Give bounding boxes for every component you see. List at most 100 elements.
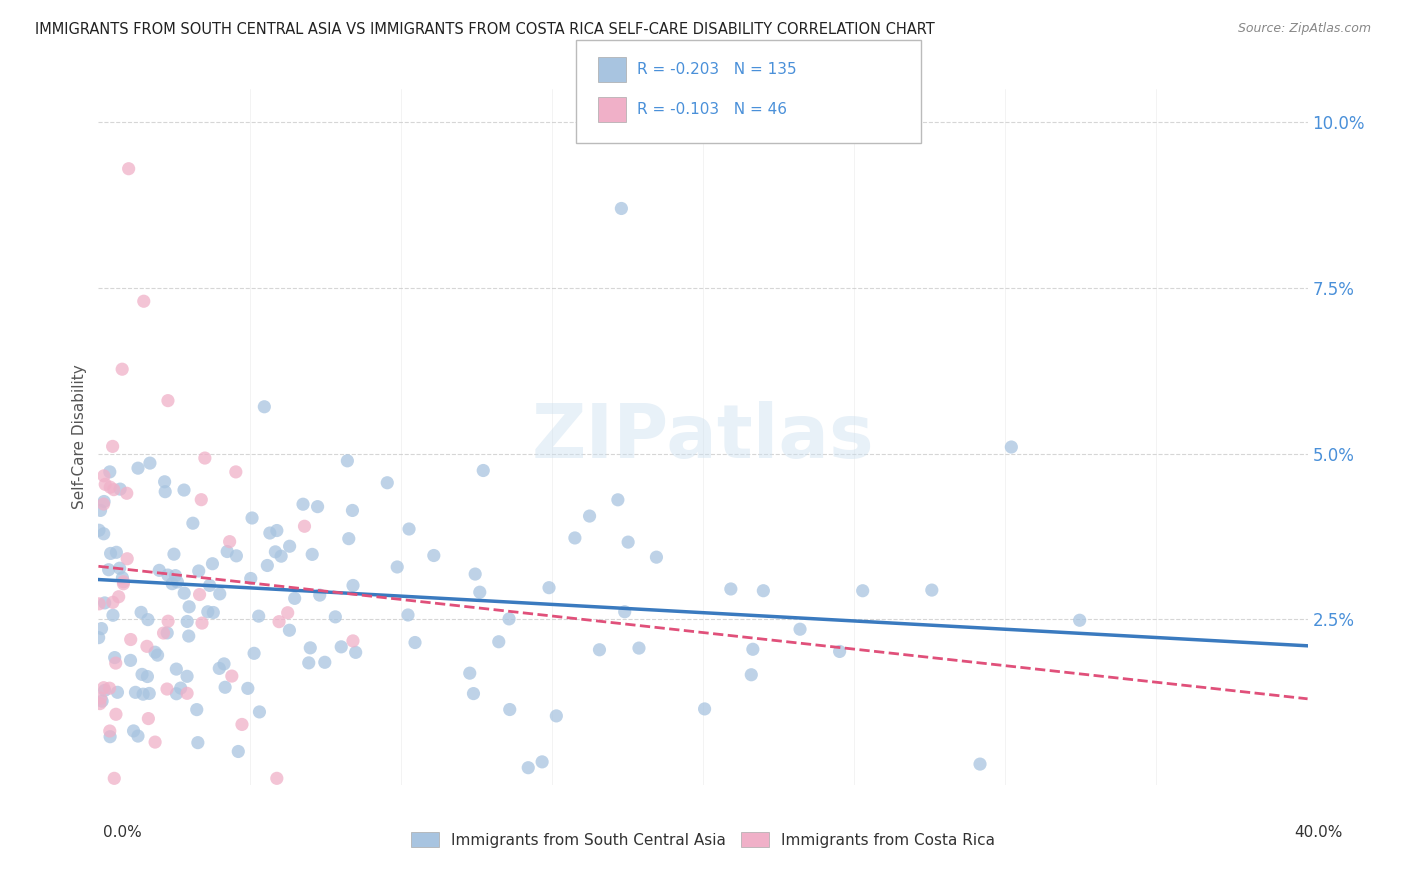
Point <box>342 503 364 517</box>
Point <box>198 578 221 592</box>
Point <box>921 583 943 598</box>
Point <box>136 613 159 627</box>
Point <box>87 523 110 537</box>
Point <box>177 629 200 643</box>
Point <box>752 583 775 598</box>
Point <box>93 494 115 508</box>
Point <box>187 564 209 578</box>
Point <box>267 615 290 629</box>
Point <box>307 500 329 514</box>
Point <box>564 531 586 545</box>
Point <box>423 549 446 563</box>
Point <box>157 614 180 628</box>
Point <box>458 666 481 681</box>
Point <box>396 607 419 622</box>
Point <box>253 400 276 414</box>
Point <box>101 439 124 453</box>
Point <box>225 465 247 479</box>
Point <box>156 626 179 640</box>
Point <box>298 656 321 670</box>
Point <box>112 574 135 589</box>
Point <box>143 645 166 659</box>
Point <box>243 646 266 660</box>
Point <box>139 456 162 470</box>
Point <box>720 582 742 596</box>
Point <box>969 757 991 772</box>
Point <box>188 588 211 602</box>
Point <box>249 705 271 719</box>
Point <box>186 703 208 717</box>
Point <box>337 532 360 546</box>
Point <box>398 522 420 536</box>
Point <box>606 492 628 507</box>
Point <box>108 482 131 496</box>
Point <box>176 615 198 629</box>
Point <box>499 702 522 716</box>
Point <box>153 484 176 499</box>
Point <box>115 486 138 500</box>
Point <box>160 576 183 591</box>
Point <box>103 772 125 786</box>
Point <box>218 534 240 549</box>
Point <box>173 483 195 497</box>
Point <box>176 686 198 700</box>
Point <box>330 640 353 654</box>
Point <box>301 548 323 562</box>
Point <box>131 667 153 681</box>
Point <box>104 707 127 722</box>
Point <box>259 526 281 541</box>
Point <box>93 526 115 541</box>
Point <box>122 723 145 738</box>
Point <box>101 608 124 623</box>
Point <box>176 669 198 683</box>
Point <box>107 590 129 604</box>
Point <box>217 544 239 558</box>
Text: Source: ZipAtlas.com: Source: ZipAtlas.com <box>1237 22 1371 36</box>
Point <box>537 581 560 595</box>
Point <box>190 492 212 507</box>
Point <box>208 661 231 675</box>
Point <box>152 626 174 640</box>
Point <box>112 576 135 591</box>
Point <box>236 681 259 696</box>
Text: R = -0.103   N = 46: R = -0.103 N = 46 <box>637 103 787 117</box>
Point <box>498 612 520 626</box>
Point <box>299 640 322 655</box>
Point <box>308 588 330 602</box>
Point <box>202 606 225 620</box>
Point <box>208 587 231 601</box>
Point <box>89 697 111 711</box>
Point <box>852 583 875 598</box>
Point <box>111 571 134 585</box>
Legend: Immigrants from South Central Asia, Immigrants from Costa Rica: Immigrants from South Central Asia, Immi… <box>405 826 1001 854</box>
Point <box>156 568 179 582</box>
Point <box>214 680 236 694</box>
Point <box>789 622 811 636</box>
Point <box>194 451 217 466</box>
Point <box>212 657 235 671</box>
Point <box>89 597 111 611</box>
Text: ZIPatlas: ZIPatlas <box>531 401 875 474</box>
Point <box>169 681 191 695</box>
Point <box>181 516 204 531</box>
Point <box>98 480 121 494</box>
Point <box>828 644 851 658</box>
Point <box>266 772 288 786</box>
Point <box>231 717 253 731</box>
Point <box>270 549 292 564</box>
Text: R = -0.203   N = 135: R = -0.203 N = 135 <box>637 62 797 77</box>
Point <box>264 545 287 559</box>
Point <box>464 567 486 582</box>
Point <box>107 685 129 699</box>
Point <box>98 681 121 696</box>
Point <box>741 642 763 657</box>
Point <box>342 633 364 648</box>
Point <box>404 635 426 649</box>
Point <box>179 599 201 614</box>
Point <box>94 477 117 491</box>
Point <box>1069 613 1091 627</box>
Point <box>517 761 540 775</box>
Point <box>143 735 166 749</box>
Point <box>90 691 112 706</box>
Point <box>166 574 188 589</box>
